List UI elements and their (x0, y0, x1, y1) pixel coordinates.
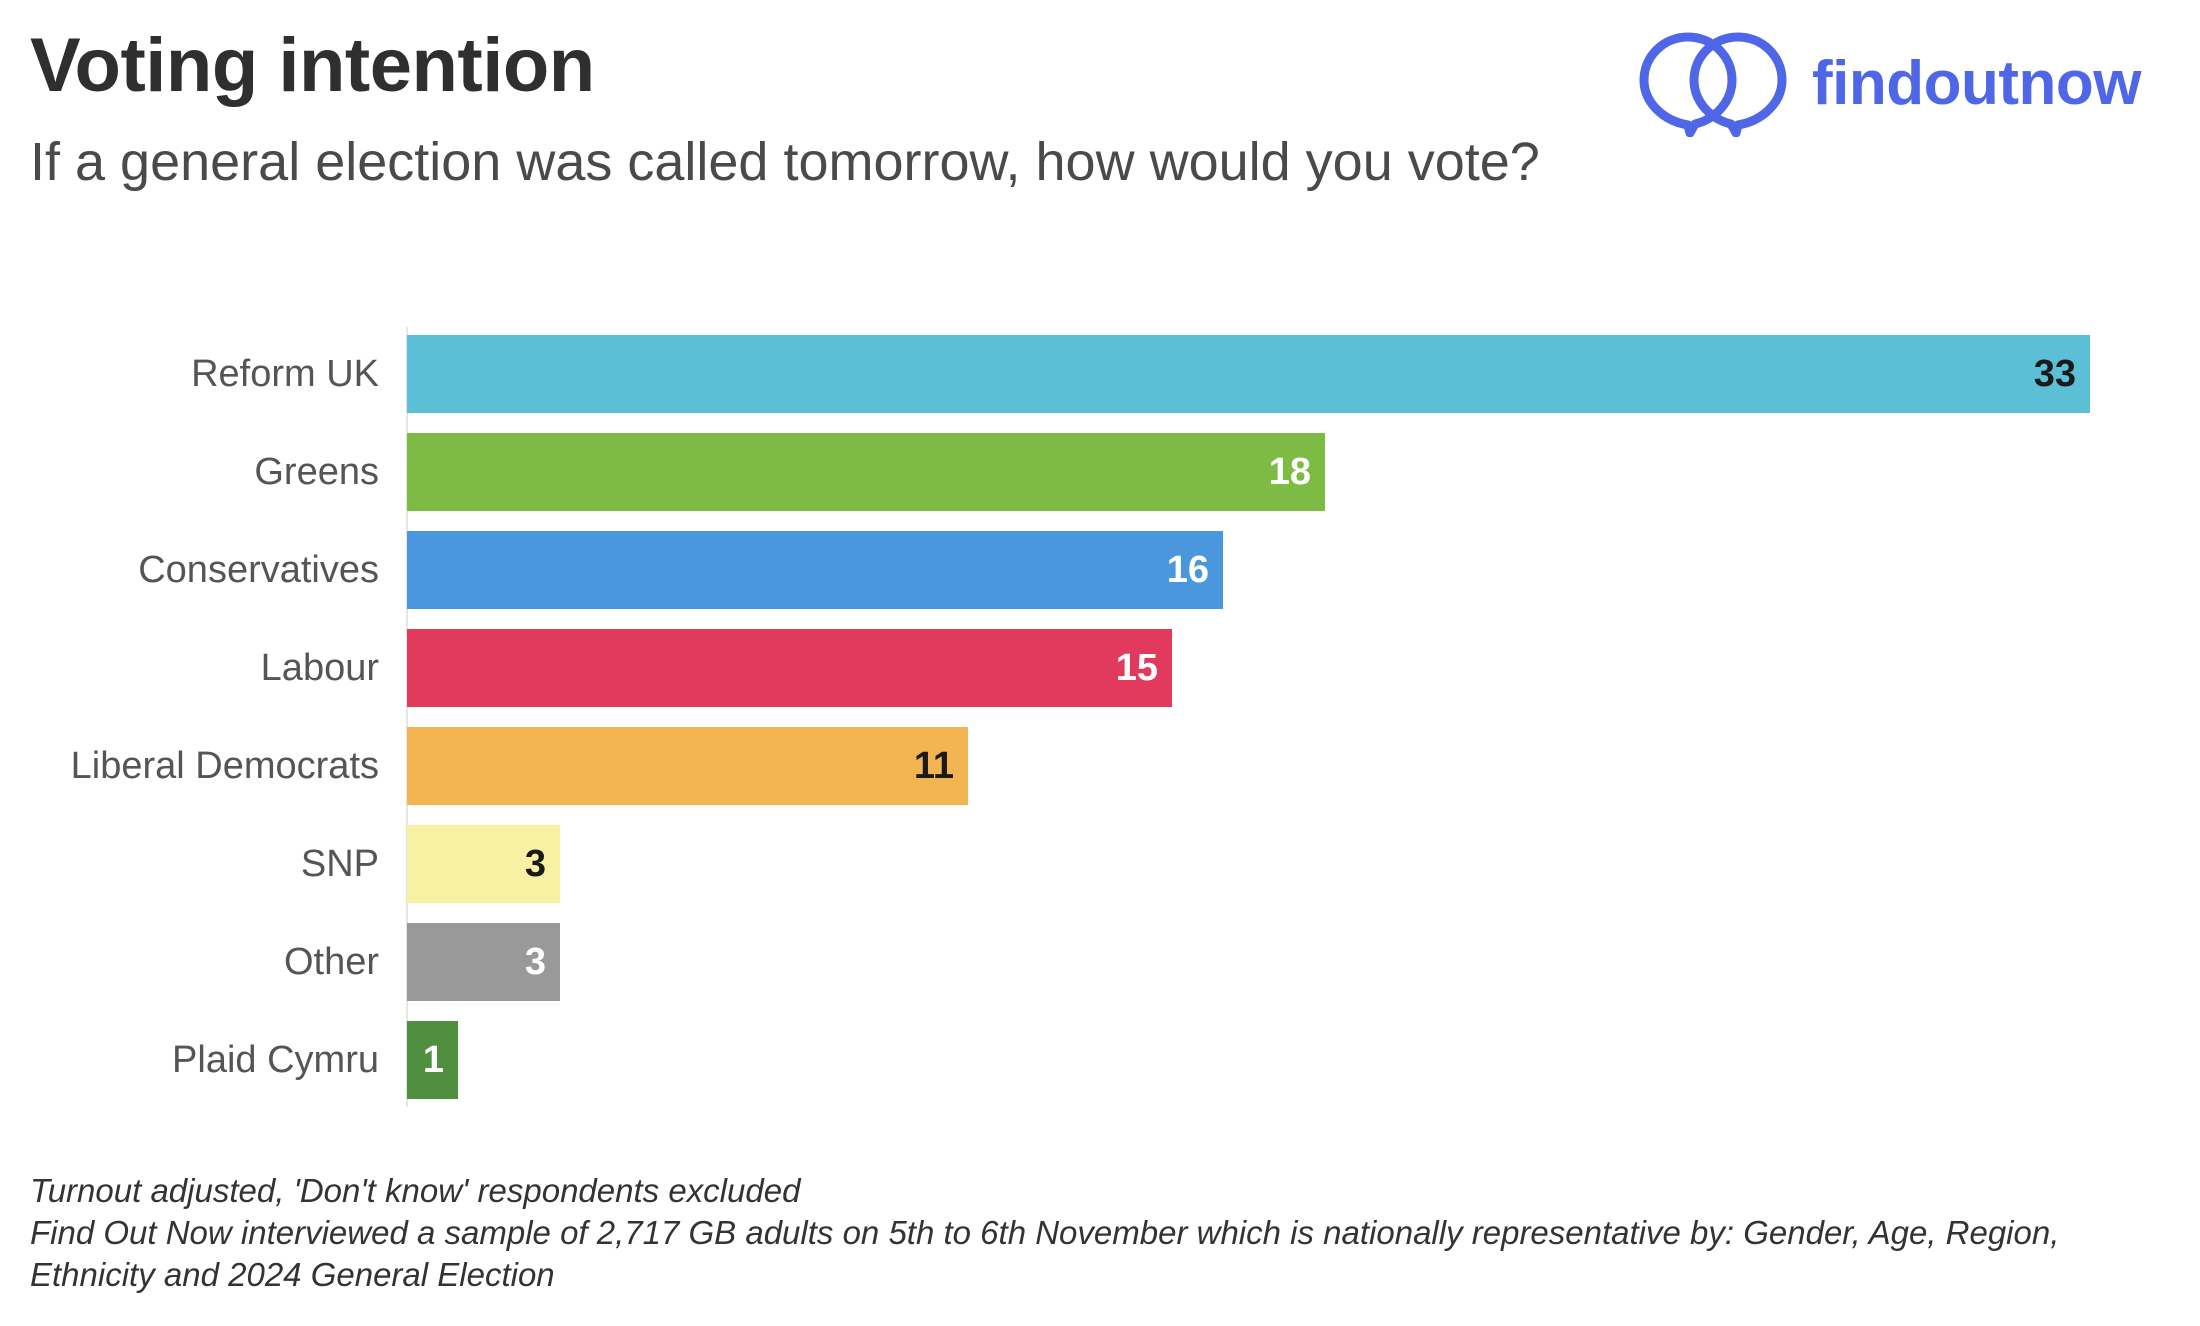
footnotes: Turnout adjusted, 'Don't know' responden… (30, 1170, 2170, 1296)
category-label-snp: SNP (301, 843, 379, 885)
category-label-liberal-democrats: Liberal Democrats (71, 745, 379, 787)
category-label-conservatives: Conservatives (138, 549, 379, 591)
footnote-methodology: Find Out Now interviewed a sample of 2,7… (30, 1214, 2060, 1293)
value-label-conservatives: 16 (1167, 549, 1209, 591)
bar-conservatives (407, 531, 1223, 609)
footnote-turnout: Turnout adjusted, 'Don't know' responden… (30, 1172, 801, 1209)
value-label-snp: 3 (525, 843, 546, 885)
brand-logo: findoutnow (1636, 28, 2141, 138)
value-label-other: 3 (525, 941, 546, 983)
category-label-other: Other (284, 941, 379, 983)
bar-other (407, 923, 560, 1001)
category-label-plaid-cymru: Plaid Cymru (172, 1039, 379, 1081)
category-label-labour: Labour (261, 647, 380, 689)
bar-snp (407, 825, 560, 903)
brand-name: findoutnow (1812, 48, 2141, 118)
chart-title: Voting intention (30, 23, 595, 108)
bar-greens (407, 433, 1325, 511)
value-label-reform-uk: 33 (2034, 353, 2076, 395)
bar-plaid-cymru (407, 1021, 458, 1099)
chart-subtitle: If a general election was called tomorro… (30, 132, 1540, 192)
bar-reform-uk (407, 335, 2090, 413)
category-label-greens: Greens (254, 451, 379, 493)
category-label-reform-uk: Reform UK (191, 353, 379, 395)
value-label-liberal-democrats: 11 (914, 745, 954, 787)
value-label-greens: 18 (1269, 451, 1311, 493)
value-label-labour: 15 (1116, 647, 1158, 689)
value-label-plaid-cymru: 1 (423, 1039, 444, 1081)
overlapping-speech-bubbles-icon (1639, 32, 1787, 137)
bar-liberal-democrats (407, 727, 968, 805)
bar-labour (407, 629, 1172, 707)
